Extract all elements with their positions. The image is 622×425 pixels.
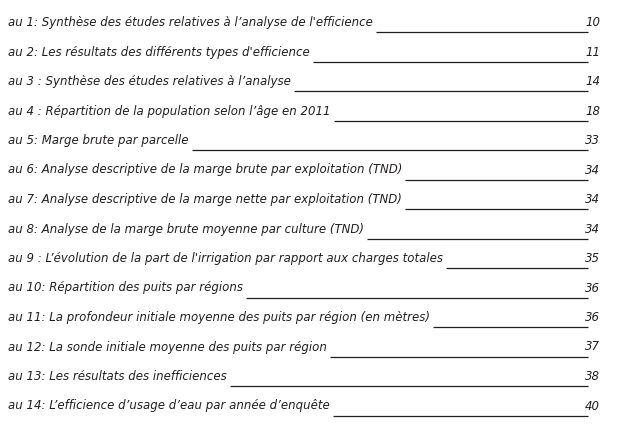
Text: 34: 34 [585, 223, 600, 235]
Text: au 10: Répartition des puits par régions: au 10: Répartition des puits par régions [8, 281, 243, 295]
Text: 10: 10 [585, 16, 600, 29]
Text: 35: 35 [585, 252, 600, 265]
Text: 14: 14 [585, 75, 600, 88]
Text: 33: 33 [585, 134, 600, 147]
Text: 40: 40 [585, 400, 600, 413]
Text: au 11: La profondeur initiale moyenne des puits par région (en mètres): au 11: La profondeur initiale moyenne de… [8, 311, 430, 324]
Text: au 1: Synthèse des études relatives à l’analyse de l'efficience: au 1: Synthèse des études relatives à l’… [8, 16, 373, 29]
Text: 34: 34 [585, 193, 600, 206]
Text: au 6: Analyse descriptive de la marge brute par exploitation (TND): au 6: Analyse descriptive de la marge br… [8, 164, 402, 176]
Text: 36: 36 [585, 281, 600, 295]
Text: 18: 18 [585, 105, 600, 117]
Text: 11: 11 [585, 45, 600, 59]
Text: 34: 34 [585, 164, 600, 176]
Text: 36: 36 [585, 311, 600, 324]
Text: au 4 : Répartition de la population selon l’âge en 2011: au 4 : Répartition de la population selo… [8, 105, 330, 117]
Text: au 14: L’efficience d’usage d’eau par année d’enquête: au 14: L’efficience d’usage d’eau par an… [8, 400, 330, 413]
Text: 38: 38 [585, 370, 600, 383]
Text: au 9 : L’évolution de la part de l'irrigation par rapport aux charges totales: au 9 : L’évolution de la part de l'irrig… [8, 252, 443, 265]
Text: 37: 37 [585, 340, 600, 354]
Text: au 3 : Synthèse des études relatives à l’analyse: au 3 : Synthèse des études relatives à l… [8, 75, 291, 88]
Text: au 8: Analyse de la marge brute moyenne par culture (TND): au 8: Analyse de la marge brute moyenne … [8, 223, 364, 235]
Text: au 5: Marge brute par parcelle: au 5: Marge brute par parcelle [8, 134, 188, 147]
Text: au 13: Les résultats des inefficiences: au 13: Les résultats des inefficiences [8, 370, 227, 383]
Text: au 2: Les résultats des différents types d'efficience: au 2: Les résultats des différents types… [8, 45, 310, 59]
Text: au 7: Analyse descriptive de la marge nette par exploitation (TND): au 7: Analyse descriptive de la marge ne… [8, 193, 402, 206]
Text: au 12: La sonde initiale moyenne des puits par région: au 12: La sonde initiale moyenne des pui… [8, 340, 327, 354]
